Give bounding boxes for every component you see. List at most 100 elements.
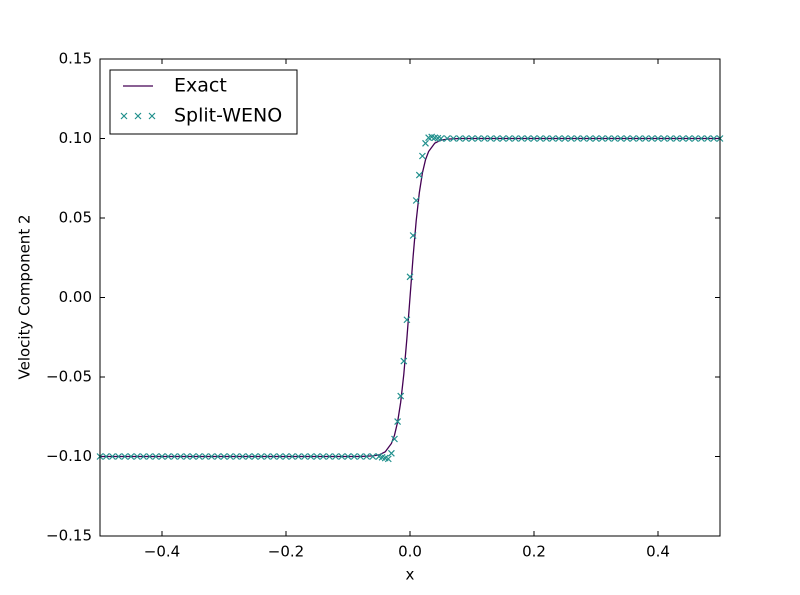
scatter-marker xyxy=(415,171,423,179)
scatter-marker xyxy=(580,135,588,142)
scatter-marker xyxy=(313,453,321,460)
x-tick-label: 0.2 xyxy=(522,543,546,561)
scatter-marker xyxy=(617,135,625,142)
scatter-marker xyxy=(536,135,544,142)
scatter-marker xyxy=(294,453,302,460)
scatter-marker xyxy=(384,455,392,463)
scatter-marker xyxy=(573,135,581,142)
y-tick-label: 0.10 xyxy=(59,129,92,147)
scatter-marker xyxy=(437,135,445,142)
scatter-marker xyxy=(319,453,327,460)
y-tick-label: −0.05 xyxy=(46,368,92,386)
scatter-marker xyxy=(108,453,116,460)
scatter-marker xyxy=(170,453,178,460)
legend-marker xyxy=(134,112,142,120)
scatter-marker xyxy=(363,453,371,460)
scatter-marker xyxy=(409,232,417,239)
scatter-marker xyxy=(660,135,668,142)
scatter-marker xyxy=(704,135,712,142)
scatter-marker xyxy=(697,135,705,142)
scatter-marker xyxy=(232,453,240,460)
scatter-marker xyxy=(121,453,129,460)
scatter-marker xyxy=(648,135,656,142)
scatter-marker xyxy=(139,453,147,460)
scatter-marker xyxy=(623,135,631,142)
scatter-marker xyxy=(133,453,141,460)
legend-marker xyxy=(148,112,156,120)
scatter-marker xyxy=(511,135,519,142)
scatter-marker xyxy=(635,135,643,142)
x-tick-label: −0.4 xyxy=(144,543,180,561)
scatter-marker xyxy=(127,453,135,460)
scatter-marker xyxy=(462,135,470,142)
scatter-marker xyxy=(505,135,513,142)
legend-marker xyxy=(120,112,128,120)
scatter-marker xyxy=(115,453,123,460)
scatter-marker xyxy=(257,453,265,460)
y-tick-label: 0.05 xyxy=(59,209,92,227)
scatter-marker xyxy=(549,135,557,142)
scatter-marker xyxy=(391,435,398,443)
scatter-marker xyxy=(183,453,191,460)
scatter-marker xyxy=(468,135,476,142)
scatter-marker xyxy=(164,453,172,460)
scatter-marker xyxy=(214,453,222,460)
scatter-marker xyxy=(474,135,482,142)
scatter-marker xyxy=(251,453,259,460)
scatter-marker xyxy=(350,453,358,460)
scatter-marker xyxy=(499,135,507,142)
scatter-marker xyxy=(338,453,346,460)
scatter-marker xyxy=(422,139,429,147)
scatter-marker xyxy=(102,453,110,460)
scatter-marker xyxy=(189,453,197,460)
scatter-marker xyxy=(344,453,352,460)
scatter-marker xyxy=(629,135,637,142)
legend-label: Split-WENO xyxy=(174,105,282,127)
y-tick-label: −0.10 xyxy=(46,447,92,465)
scatter-marker xyxy=(611,135,619,142)
scatter-marker xyxy=(301,453,309,460)
scatter-marker xyxy=(542,135,550,142)
scatter-marker xyxy=(561,135,569,142)
scatter-marker xyxy=(288,453,296,460)
legend-label: Exact xyxy=(174,75,227,97)
scatter-marker xyxy=(586,135,594,142)
scatter-marker xyxy=(598,135,606,142)
scatter-marker xyxy=(195,453,203,460)
scatter-marker xyxy=(691,135,699,142)
scatter-marker xyxy=(332,453,340,460)
scatter-marker xyxy=(177,453,185,460)
scatter-marker xyxy=(679,135,687,142)
scatter-marker xyxy=(567,135,575,142)
scatter-marker xyxy=(369,453,377,460)
scatter-marker xyxy=(263,453,271,460)
scatter-marker xyxy=(604,135,612,142)
scatter-marker xyxy=(239,453,247,460)
scatter-marker xyxy=(356,453,364,460)
plot-frame xyxy=(99,58,721,537)
scatter-marker xyxy=(397,392,405,400)
scatter-marker xyxy=(158,453,166,460)
scatter-marker xyxy=(152,453,160,460)
scatter-marker xyxy=(226,453,234,460)
x-tick-label: 0.0 xyxy=(398,543,422,561)
scatter-marker xyxy=(276,453,284,460)
scatter-marker xyxy=(654,135,662,142)
scatter-marker xyxy=(480,135,488,142)
y-axis-label: Velocity Component 2 xyxy=(16,214,34,379)
scatter-marker xyxy=(307,453,315,460)
y-tick-label: 0.15 xyxy=(59,50,92,68)
scatter-marker xyxy=(270,453,278,460)
scatter-marker xyxy=(493,135,501,142)
scatter-marker xyxy=(387,449,395,457)
scatter-marker xyxy=(412,197,420,204)
scatter-marker xyxy=(400,357,408,365)
scatter-marker xyxy=(524,135,532,142)
scatter-marker xyxy=(208,453,216,460)
scatter-marker xyxy=(685,135,693,142)
scatter-marker xyxy=(487,135,495,142)
scatter-marker xyxy=(220,453,228,460)
scatter-marker xyxy=(673,135,681,142)
scatter-marker xyxy=(443,135,451,142)
